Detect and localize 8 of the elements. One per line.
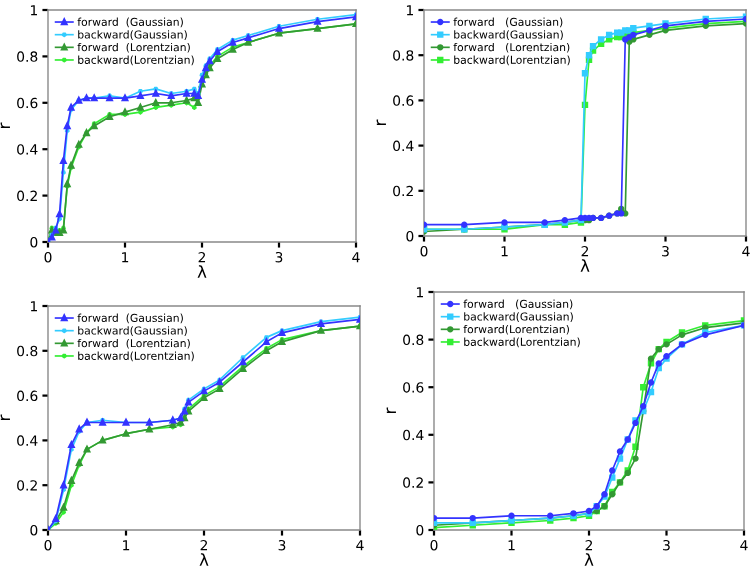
- x-axis-title: λ: [584, 553, 594, 566]
- y-axis-title: r: [376, 119, 386, 125]
- y-axis-title: r: [386, 407, 396, 413]
- y-axis-title: r: [0, 414, 10, 420]
- x-axis-title: λ: [199, 553, 209, 566]
- x-axis-title: λ: [197, 265, 207, 278]
- x-axis-title: λ: [580, 259, 590, 272]
- y-axis-title: r: [0, 122, 10, 128]
